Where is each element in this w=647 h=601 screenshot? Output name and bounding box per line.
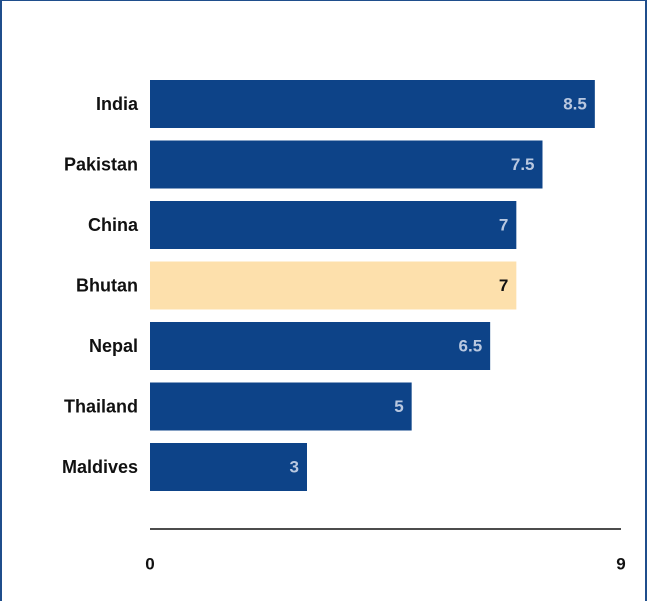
bar-pakistan	[150, 140, 543, 189]
x-tick-label-1: 9	[616, 555, 625, 574]
value-label-india: 8.5	[563, 95, 587, 114]
bar-china	[150, 201, 517, 249]
category-label-nepal: Nepal	[89, 336, 138, 356]
value-label-pakistan: 7.5	[511, 155, 535, 174]
value-label-thailand: 5	[394, 397, 403, 416]
category-label-maldives: Maldives	[62, 457, 138, 477]
bar-maldives	[150, 443, 307, 491]
category-labels-layer: India Pakistan China Bhutan Nepal Thailand Mal…	[62, 94, 139, 477]
category-label-india: India	[96, 94, 139, 114]
x-tick-label-0: 0	[145, 555, 154, 574]
value-label-maldives: 3	[290, 458, 299, 477]
bars-layer	[150, 80, 595, 491]
value-labels-layer: 8.5 7.5 7 7 6.5 5 3	[290, 95, 587, 477]
value-label-bhutan: 7	[499, 276, 508, 295]
value-label-china: 7	[499, 216, 508, 235]
bar-nepal	[150, 322, 491, 370]
bar-bhutan	[150, 261, 517, 310]
bar-thailand	[150, 382, 412, 431]
category-label-thailand: Thailand	[64, 397, 138, 417]
category-label-bhutan: Bhutan	[76, 276, 138, 296]
category-label-china: China	[88, 215, 139, 235]
bar-india	[150, 80, 595, 128]
value-label-nepal: 6.5	[459, 337, 483, 356]
category-label-pakistan: Pakistan	[64, 155, 138, 175]
